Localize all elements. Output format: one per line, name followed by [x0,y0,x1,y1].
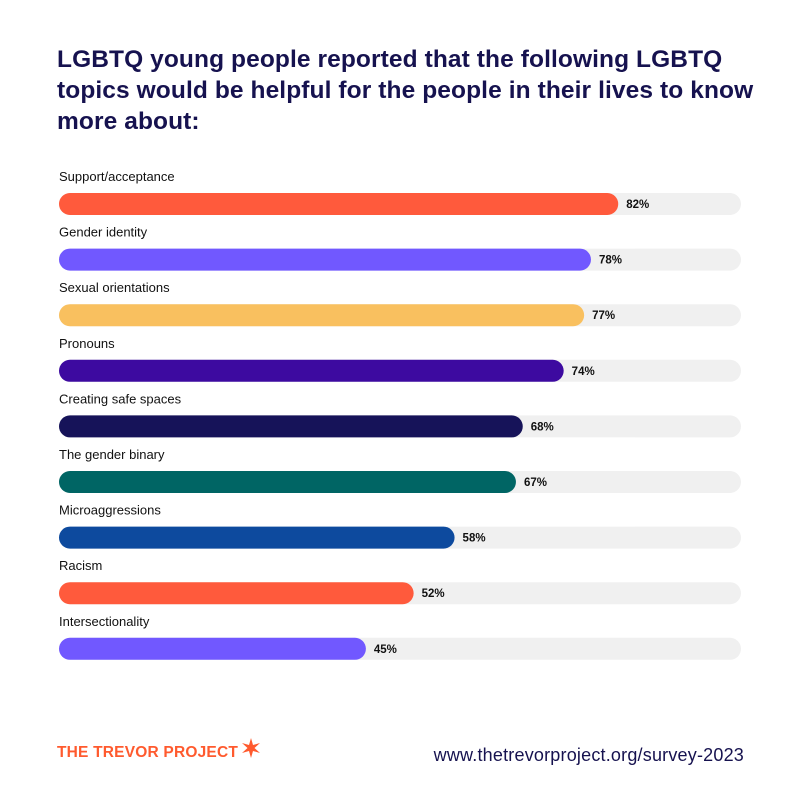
category-label: Support/acceptance [59,169,175,184]
survey-url: www.thetrevorproject.org/survey-2023 [433,745,744,765]
value-label: 82% [626,199,649,211]
category-label: Racism [59,558,102,573]
category-label: Sexual orientations [59,280,170,295]
category-label: Creating safe spaces [59,391,182,406]
bar [59,415,523,438]
chart-title: LGBTQ young people reported that the fol… [57,46,754,135]
value-label: 68% [531,421,554,433]
value-label: 52% [422,588,445,600]
category-label: Gender identity [59,225,148,240]
bar [59,248,591,271]
bar [59,193,619,215]
category-label: Intersectionality [59,614,150,629]
star-burst-icon [242,738,261,758]
bar [59,359,564,382]
value-label: 45% [374,644,397,656]
value-label: 67% [524,477,547,489]
value-label: 77% [592,310,615,322]
logo-text: THE TREVOR PROJECT [57,744,239,761]
bar [59,471,516,493]
category-label: Microaggressions [59,503,161,518]
value-label: 74% [572,366,595,378]
value-label: 58% [463,533,486,545]
bar [59,637,366,660]
bar [59,526,455,549]
bar [59,304,585,327]
category-label: The gender binary [59,447,165,462]
value-label: 78% [599,255,622,267]
bar [59,582,414,605]
trevor-project-logo: THE TREVOR PROJECT [57,738,262,762]
category-label: Pronouns [59,336,115,351]
